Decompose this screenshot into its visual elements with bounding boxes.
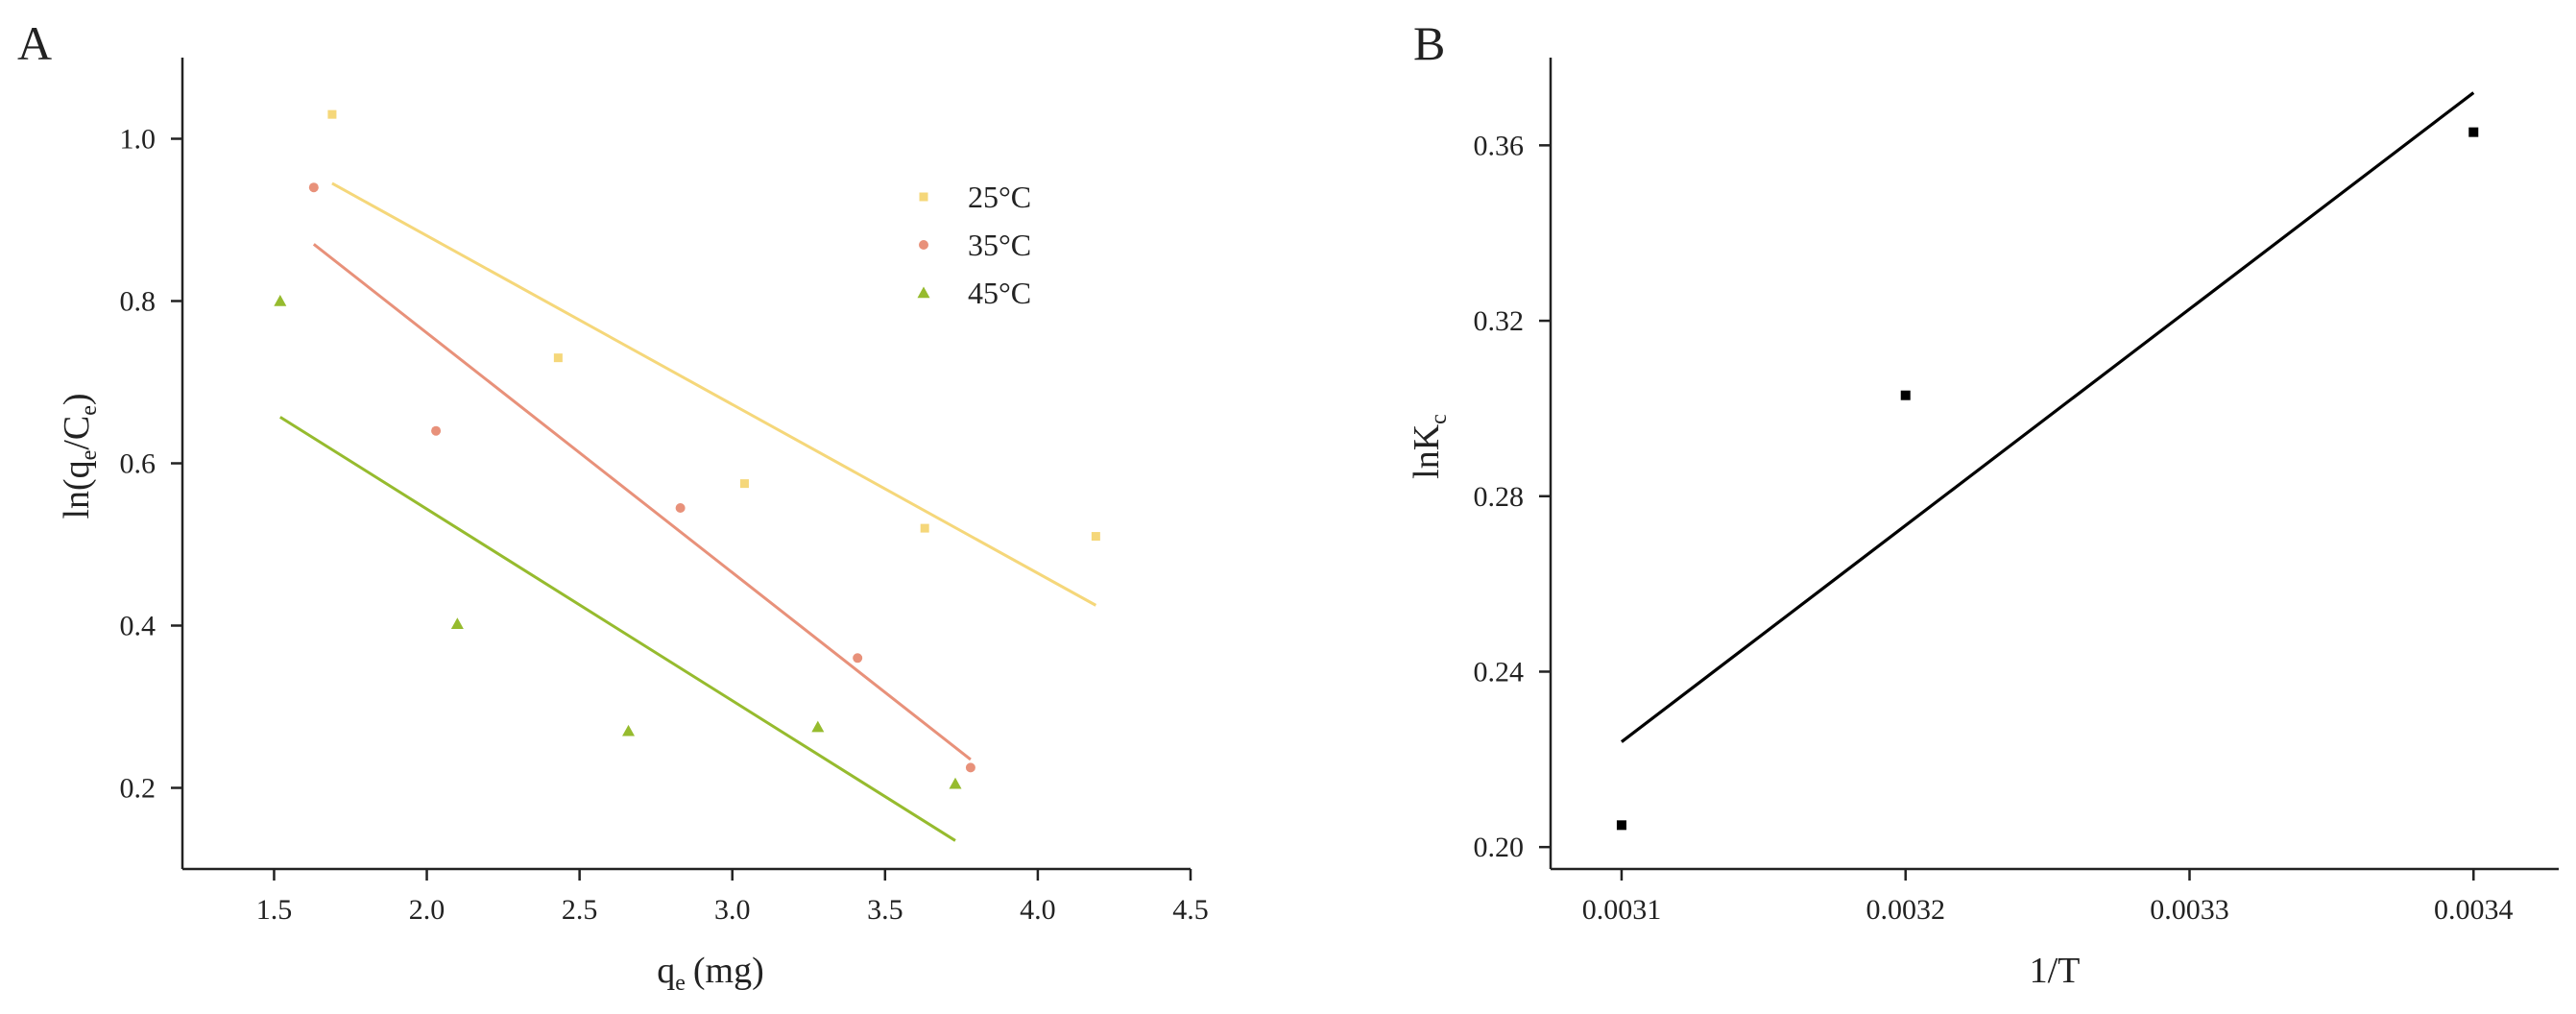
panel-a-x-label-unit: (mg)	[693, 951, 764, 991]
x-tick-label: 3.0	[714, 894, 751, 926]
x-tick-label: 4.0	[1020, 894, 1056, 926]
data-point	[739, 479, 749, 489]
legend-marker	[917, 286, 930, 299]
data-point	[920, 523, 929, 533]
y-tick-label: 0.8	[120, 286, 156, 318]
panel-b: B 0.0031 0.0032 0.0033 0.0034 0.200.240.280…	[1407, 16, 2559, 991]
panel-b-x-ticks: 0.0031 0.0032 0.0033 0.0034	[1582, 869, 2514, 926]
y-tick-label: 1.0	[120, 124, 156, 156]
data-point	[308, 182, 319, 193]
panel-a-legend: 25°C 35°C 45°C	[917, 180, 1031, 310]
panel-b-y-label: lnKc	[1407, 414, 1452, 479]
fit-line-25c	[331, 181, 1097, 607]
panel-a: A 1.5 2.0 2.5 3.0 3.5 4.0 4.5 0.20.40.60.81.0 …	[17, 16, 1209, 996]
panel-b-points	[1616, 127, 2479, 831]
data-point	[431, 425, 442, 436]
fit-line-45c	[279, 416, 956, 842]
y-tick-label: 0.2	[120, 773, 156, 805]
legend-label: 25°C	[968, 180, 1031, 214]
data-point	[965, 762, 975, 773]
panel-a-points	[274, 109, 1100, 789]
x-tick-label: 1.5	[256, 894, 293, 926]
panel-a-x-ticks: 1.5 2.0 2.5 3.0 3.5 4.0 4.5	[256, 869, 1209, 926]
panel-a-fit-lines	[279, 181, 1097, 842]
y-tick-label: 0.28	[1474, 481, 1525, 513]
panel-a-x-label-sub: e	[675, 971, 686, 996]
data-point	[274, 295, 287, 306]
legend-label: 45°C	[968, 276, 1031, 310]
data-point	[853, 653, 863, 664]
data-point	[1616, 820, 1626, 831]
panel-b-x-label: 1/T	[2030, 951, 2081, 991]
y-tick-label: 0.4	[120, 611, 156, 642]
data-point	[811, 720, 825, 733]
x-tick-label: 0.0031	[1582, 894, 1662, 926]
y-tick-label: 0.6	[120, 448, 156, 480]
x-tick-label: 0.0034	[2434, 894, 2514, 926]
x-tick-label: 4.5	[1172, 894, 1209, 926]
x-tick-label: 0.0033	[2150, 894, 2229, 926]
panel-a-x-label: qe (mg)	[657, 951, 764, 996]
x-tick-label: 3.5	[867, 894, 903, 926]
fit-line-lnkc	[1620, 91, 2475, 743]
legend-label: 35°C	[968, 228, 1031, 262]
y-tick-label: 0.32	[1474, 305, 1525, 337]
fit-line-35c	[312, 243, 972, 761]
panel-b-label: B	[1413, 16, 1445, 70]
data-point	[553, 353, 563, 363]
data-point	[675, 502, 686, 513]
data-point	[949, 777, 962, 789]
panel-a-y-label: ln(qe/Ce)	[57, 393, 102, 519]
x-tick-label: 0.0032	[1866, 894, 1945, 926]
data-point	[622, 724, 636, 736]
y-tick-label: 0.20	[1474, 832, 1525, 863]
legend-marker	[919, 192, 928, 202]
panel-a-label: A	[17, 16, 52, 70]
x-tick-label: 2.5	[562, 894, 598, 926]
x-tick-label: 2.0	[409, 894, 445, 926]
data-point	[1900, 390, 1911, 400]
panel-b-y-ticks: 0.20 0.24 0.28 0.32 0.36	[1474, 130, 1551, 863]
data-point	[1091, 532, 1100, 542]
y-tick-label: 0.36	[1474, 130, 1525, 161]
legend-marker	[919, 240, 928, 250]
panel-a-y-ticks: 0.2 0.4 0.6 0.8 1.0	[120, 124, 182, 805]
panel-b-fit-lines	[1620, 91, 2475, 743]
data-point	[327, 109, 337, 119]
data-point	[450, 617, 464, 630]
data-point	[2468, 127, 2479, 137]
y-tick-label: 0.24	[1474, 656, 1525, 688]
